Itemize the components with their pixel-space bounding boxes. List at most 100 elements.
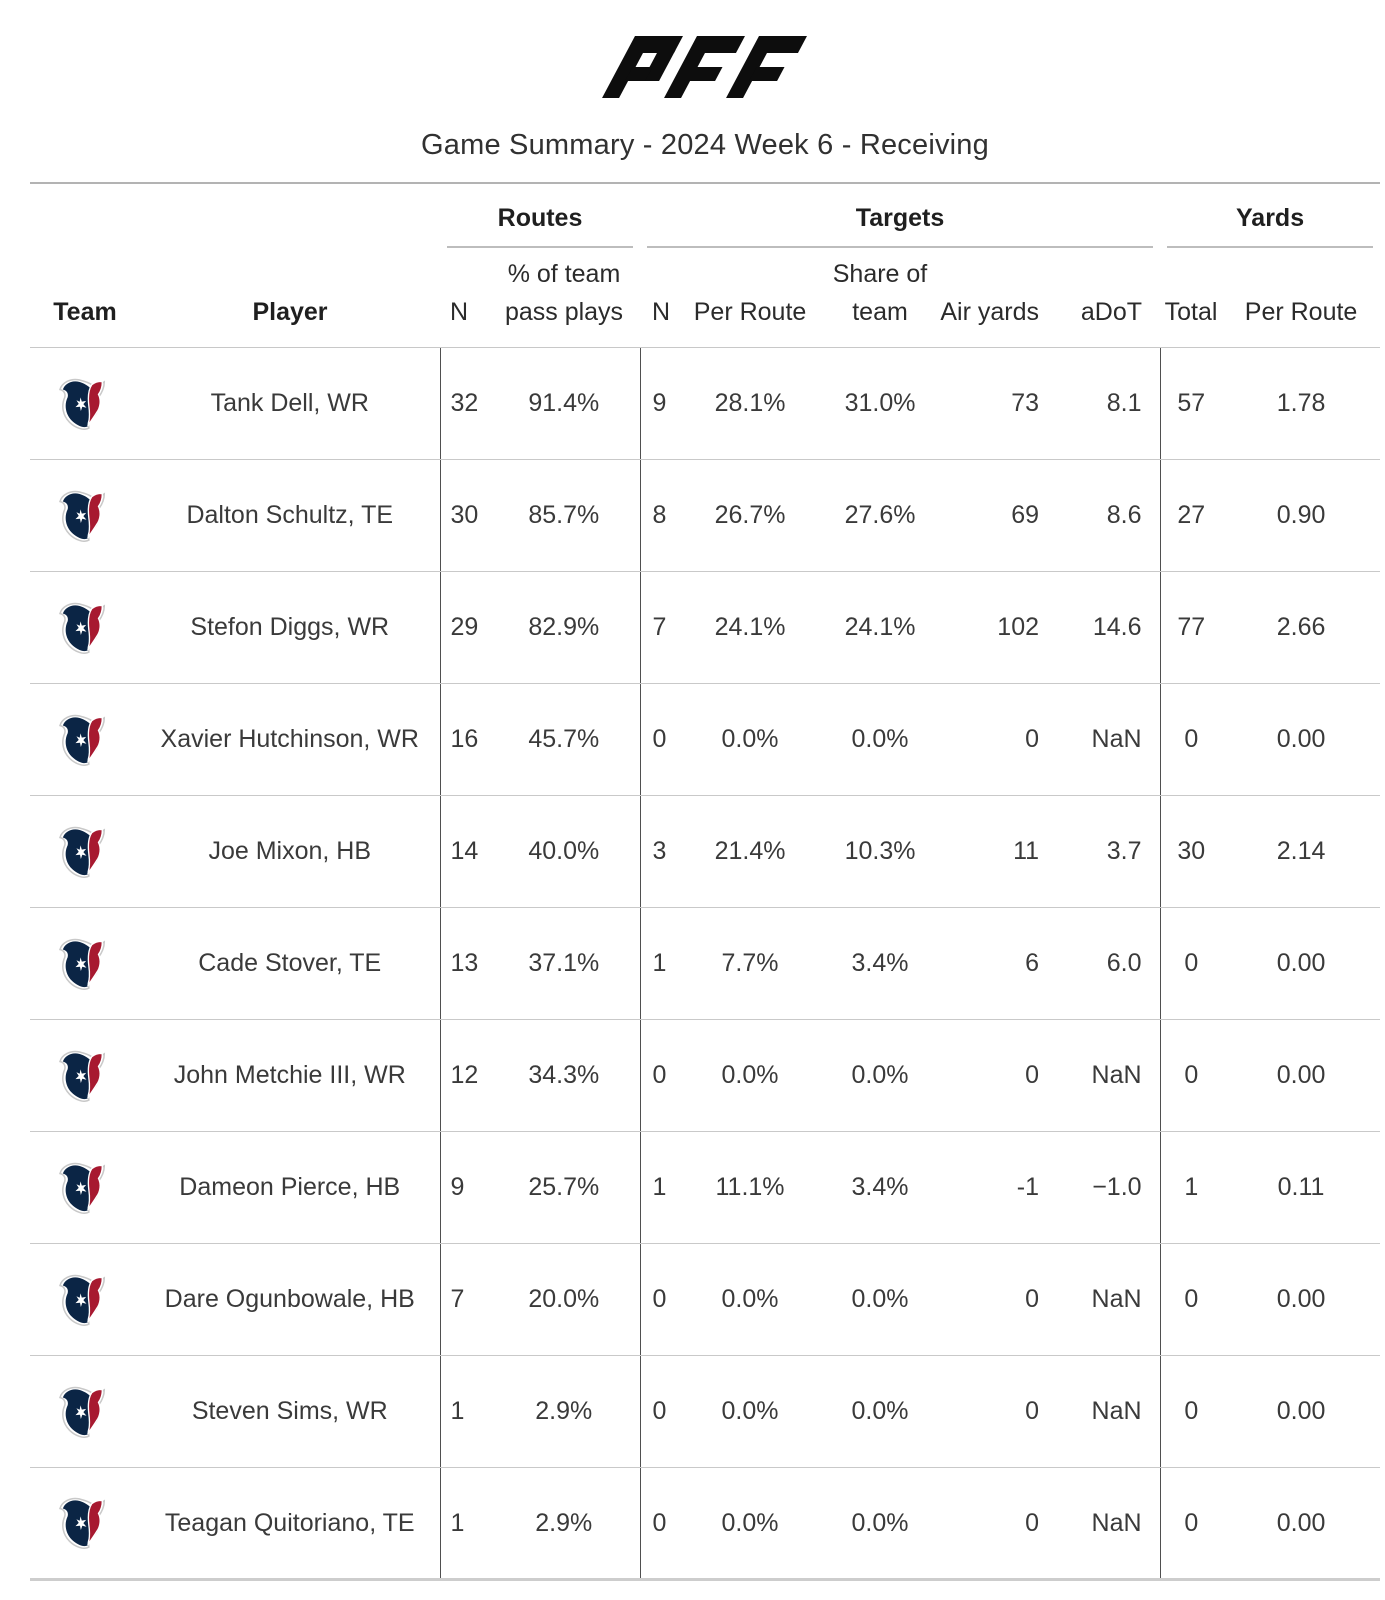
air-yards-cell: 0 bbox=[940, 683, 1046, 796]
total-cell: 27 bbox=[1159, 459, 1223, 572]
col-header-share-of-team: Share of team bbox=[820, 248, 941, 348]
adot-cell: NaN bbox=[1045, 1467, 1161, 1580]
table-row: Cade Stover, TE 13 37.1% 1 7.7% 3.4% 6 6… bbox=[30, 907, 1381, 1020]
column-group-yards: Yards bbox=[1160, 192, 1380, 248]
adot-cell: 3.7 bbox=[1045, 795, 1161, 908]
col-header-player: Player bbox=[140, 248, 440, 348]
air-yards-cell: 69 bbox=[940, 459, 1046, 572]
routes-pct-cell: 37.1% bbox=[488, 907, 641, 1020]
col-header-yards-per-route: Per Route bbox=[1222, 248, 1381, 348]
routes-pct-cell: 2.9% bbox=[488, 1355, 641, 1468]
table-row: Teagan Quitoriano, TE 1 2.9% 0 0.0% 0.0%… bbox=[30, 1467, 1381, 1580]
total-cell: 0 bbox=[1159, 1355, 1223, 1468]
team-cell bbox=[30, 571, 140, 684]
yards-per-route-cell: 2.66 bbox=[1222, 571, 1381, 684]
player-name: Stefon Diggs, WR bbox=[140, 571, 440, 684]
yards-per-route-cell: 0.00 bbox=[1222, 683, 1381, 796]
team-cell bbox=[30, 347, 140, 460]
team-cell bbox=[30, 1467, 140, 1580]
col-header-routes-pct: % of team pass plays bbox=[488, 248, 641, 348]
table-row: Xavier Hutchinson, WR 16 45.7% 0 0.0% 0.… bbox=[30, 683, 1381, 796]
routes-pct-cell: 85.7% bbox=[488, 459, 641, 572]
per-route-cell: 0.0% bbox=[680, 683, 821, 796]
pff-logo-icon bbox=[602, 36, 807, 98]
adot-cell: 8.6 bbox=[1045, 459, 1161, 572]
total-cell: 0 bbox=[1159, 1019, 1223, 1132]
per-route-cell: 28.1% bbox=[680, 347, 821, 460]
table-row: Stefon Diggs, WR 29 82.9% 7 24.1% 24.1% … bbox=[30, 571, 1381, 684]
adot-cell: NaN bbox=[1045, 1019, 1161, 1132]
targets-n-cell: 7 bbox=[639, 571, 681, 684]
star-icon bbox=[75, 620, 87, 635]
routes-pct-cell: 2.9% bbox=[488, 1467, 641, 1580]
table-row: Dare Ogunbowale, HB 7 20.0% 0 0.0% 0.0% … bbox=[30, 1243, 1381, 1356]
total-cell: 0 bbox=[1159, 1243, 1223, 1356]
targets-n-cell: 1 bbox=[639, 1131, 681, 1244]
targets-n-cell: 0 bbox=[639, 1243, 681, 1356]
total-cell: 1 bbox=[1159, 1131, 1223, 1244]
yards-per-route-cell: 0.00 bbox=[1222, 1019, 1381, 1132]
logo-wrap bbox=[30, 0, 1380, 105]
routes-n-cell: 13 bbox=[439, 907, 488, 1020]
star-icon bbox=[75, 396, 87, 411]
star-icon bbox=[75, 508, 87, 523]
star-icon bbox=[75, 1516, 87, 1531]
air-yards-cell: 0 bbox=[940, 1467, 1046, 1580]
team-cell bbox=[30, 683, 140, 796]
per-route-cell: 7.7% bbox=[680, 907, 821, 1020]
houston-texans-logo-icon bbox=[59, 1274, 106, 1326]
adot-cell: NaN bbox=[1045, 683, 1161, 796]
targets-n-cell: 8 bbox=[639, 459, 681, 572]
air-yards-cell: -1 bbox=[940, 1131, 1046, 1244]
houston-texans-logo-icon bbox=[59, 714, 106, 766]
share-cell: 0.0% bbox=[820, 1243, 941, 1356]
col-header-targets-n: N bbox=[640, 248, 681, 348]
share-cell: 0.0% bbox=[820, 1467, 941, 1580]
share-cell: 0.0% bbox=[820, 1019, 941, 1132]
adot-cell: 14.6 bbox=[1045, 571, 1161, 684]
houston-texans-logo-icon bbox=[59, 1050, 106, 1102]
table-row: Joe Mixon, HB 14 40.0% 3 21.4% 10.3% 11 … bbox=[30, 795, 1381, 908]
yards-per-route-cell: 0.90 bbox=[1222, 459, 1381, 572]
team-cell bbox=[30, 1243, 140, 1356]
houston-texans-logo-icon bbox=[59, 378, 106, 430]
title-divider bbox=[30, 182, 1380, 184]
per-route-cell: 0.0% bbox=[680, 1243, 821, 1356]
yards-per-route-cell: 0.00 bbox=[1222, 907, 1381, 1020]
routes-n-cell: 7 bbox=[439, 1243, 488, 1356]
yards-per-route-cell: 2.14 bbox=[1222, 795, 1381, 908]
per-route-cell: 21.4% bbox=[680, 795, 821, 908]
col-header-team: Team bbox=[30, 248, 140, 348]
routes-n-cell: 1 bbox=[439, 1467, 488, 1580]
yards-per-route-cell: 0.00 bbox=[1222, 1355, 1381, 1468]
yards-per-route-cell: 1.78 bbox=[1222, 347, 1381, 460]
air-yards-cell: 11 bbox=[940, 795, 1046, 908]
routes-n-cell: 32 bbox=[439, 347, 488, 460]
adot-cell: 8.1 bbox=[1045, 347, 1161, 460]
total-cell: 0 bbox=[1159, 907, 1223, 1020]
table-row: Steven Sims, WR 1 2.9% 0 0.0% 0.0% 0 NaN… bbox=[30, 1355, 1381, 1468]
adot-cell: −1.0 bbox=[1045, 1131, 1161, 1244]
adot-cell: 6.0 bbox=[1045, 907, 1161, 1020]
share-cell: 24.1% bbox=[820, 571, 941, 684]
report-page: Game Summary - 2024 Week 6 - Receiving R… bbox=[30, 0, 1381, 1581]
targets-n-cell: 0 bbox=[639, 1467, 681, 1580]
per-route-cell: 26.7% bbox=[680, 459, 821, 572]
air-yards-cell: 102 bbox=[940, 571, 1046, 684]
receiving-stats-table: Routes Targets Yards Team Player N % of … bbox=[30, 192, 1381, 1581]
col-header-air-yards: Air yards bbox=[940, 248, 1046, 348]
player-name: Dare Ogunbowale, HB bbox=[140, 1243, 440, 1356]
routes-pct-cell: 45.7% bbox=[488, 683, 641, 796]
column-header-row: Team Player N % of team pass plays N Per… bbox=[30, 248, 1381, 348]
routes-n-cell: 16 bbox=[439, 683, 488, 796]
air-yards-cell: 73 bbox=[940, 347, 1046, 460]
per-route-cell: 24.1% bbox=[680, 571, 821, 684]
team-cell bbox=[30, 1355, 140, 1468]
star-icon bbox=[75, 732, 87, 747]
col-header-per-route: Per Route bbox=[680, 248, 821, 348]
team-cell bbox=[30, 1131, 140, 1244]
player-name: John Metchie III, WR bbox=[140, 1019, 440, 1132]
routes-n-cell: 30 bbox=[439, 459, 488, 572]
group-label-yards: Yards bbox=[1167, 204, 1374, 248]
column-group-row: Routes Targets Yards bbox=[30, 192, 1380, 248]
